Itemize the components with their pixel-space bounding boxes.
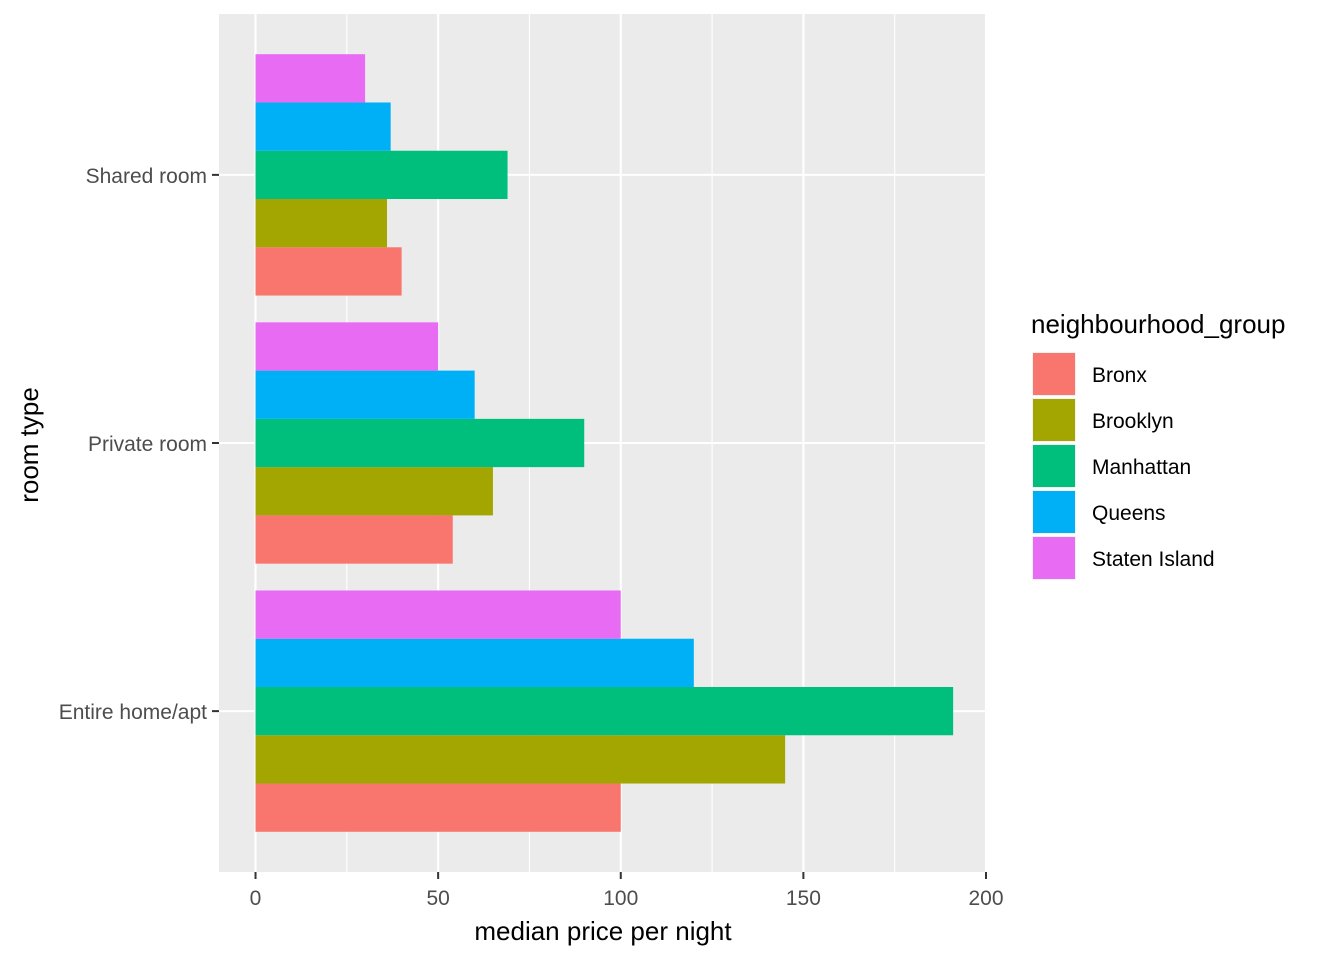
bar <box>255 322 439 371</box>
bar <box>255 515 453 564</box>
bar <box>255 418 585 468</box>
bar <box>255 638 694 687</box>
legend-title: neighbourhood_group <box>1031 309 1285 339</box>
legend-label: Staten Island <box>1092 548 1215 571</box>
y-axis-title: room type <box>14 387 44 503</box>
legend-label: Queens <box>1092 502 1166 525</box>
bar <box>255 735 786 784</box>
legend-key <box>1033 491 1075 533</box>
x-tick-label: 50 <box>426 887 449 910</box>
bar <box>255 102 391 151</box>
y-tick-label: Shared room <box>86 165 207 188</box>
bar <box>255 247 402 296</box>
bar <box>255 150 508 200</box>
bars <box>255 54 954 832</box>
x-axis: 0 50 100 150 200 <box>250 872 1004 910</box>
x-axis-title: median price per night <box>474 916 732 946</box>
legend-label: Manhattan <box>1092 456 1191 479</box>
legend: neighbourhood_group Bronx Brooklyn Manhatt… <box>1031 309 1285 580</box>
x-tick-label: 0 <box>250 887 262 910</box>
legend-label: Bronx <box>1092 364 1147 387</box>
legend-key <box>1033 353 1075 395</box>
legend-label: Brooklyn <box>1092 410 1174 433</box>
y-axis: Entire home/apt Private room Shared room <box>59 165 219 724</box>
bar <box>255 783 621 832</box>
y-tick-label: Private room <box>88 433 207 456</box>
bar <box>255 467 493 516</box>
legend-key <box>1033 445 1075 487</box>
legend-key <box>1033 537 1075 579</box>
x-tick-label: 200 <box>968 887 1003 910</box>
legend-items: Bronx Brooklyn Manhattan Queens Staten Islan… <box>1032 352 1215 580</box>
bar <box>255 590 621 639</box>
bar <box>255 54 366 103</box>
bar <box>255 199 388 248</box>
x-tick-label: 100 <box>603 887 638 910</box>
bar <box>255 686 954 736</box>
y-tick-label: Entire home/apt <box>59 701 207 724</box>
bar <box>255 370 475 419</box>
legend-key <box>1033 399 1075 441</box>
x-tick-label: 150 <box>786 887 821 910</box>
